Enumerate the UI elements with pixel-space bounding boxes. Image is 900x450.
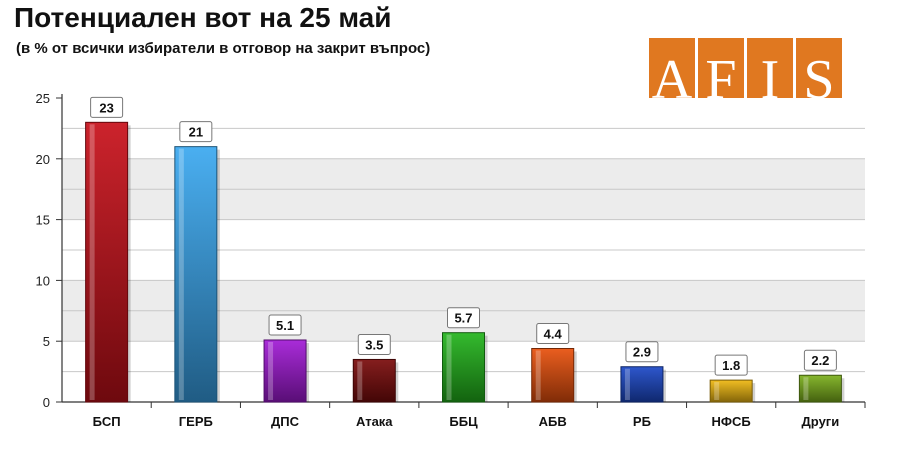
bar-2 xyxy=(174,146,218,403)
chart-title: Потенциален вот на 25 май xyxy=(14,2,392,33)
value-label: 3.5 xyxy=(365,337,383,352)
bar-highlight xyxy=(357,361,363,400)
category-label: ББЦ xyxy=(449,414,478,429)
bar-1 xyxy=(85,121,129,403)
value-label-box xyxy=(268,314,302,336)
value-label-box xyxy=(714,354,748,376)
value-label-box xyxy=(357,333,391,355)
category-label: АБВ xyxy=(539,414,567,429)
value-label: 4.4 xyxy=(544,326,563,341)
y-tick-label: 20 xyxy=(36,152,50,167)
bars xyxy=(85,121,845,403)
bar-6 xyxy=(531,347,575,403)
category-label: РБ xyxy=(633,414,651,429)
bar-highlight xyxy=(535,350,541,400)
bar-7 xyxy=(620,366,664,403)
value-label-box xyxy=(179,121,213,143)
value-label: 23 xyxy=(99,100,113,115)
value-label-box xyxy=(536,322,570,344)
value-label-box xyxy=(447,307,480,329)
y-tick-label: 5 xyxy=(43,334,50,349)
bar-highlight xyxy=(89,124,95,400)
bar-highlight xyxy=(268,341,274,400)
category-labels: БСП ГЕРБ ДПС Атака ББЦ АБВ РБ НФСБ Други xyxy=(93,414,840,429)
value-labels: 23 21 5.1 3.5 5.7 4.4 2.9 1.8 2.2 xyxy=(90,96,837,376)
y-tick-label: 10 xyxy=(36,273,50,288)
y-tick-label: 15 xyxy=(36,213,50,228)
value-label: 1.8 xyxy=(722,358,740,373)
category-label: Други xyxy=(802,414,840,429)
value-label: 21 xyxy=(189,125,203,140)
bar-highlight xyxy=(803,377,809,400)
bar-5 xyxy=(442,332,485,403)
bar-9 xyxy=(798,374,842,403)
category-label: ДПС xyxy=(271,414,300,429)
category-label: ГЕРБ xyxy=(179,414,213,429)
bar-8 xyxy=(709,379,753,403)
bar-4 xyxy=(352,358,396,403)
bar-highlight xyxy=(624,368,630,400)
category-label: Атака xyxy=(356,414,393,429)
value-label-box xyxy=(90,96,124,118)
value-label-box xyxy=(625,341,659,363)
category-label: НФСБ xyxy=(712,414,751,429)
y-tick-label: 25 xyxy=(36,91,50,106)
y-axis-ticks: 0 5 10 15 20 25 xyxy=(36,91,62,410)
value-label-box xyxy=(803,349,837,371)
value-label: 2.9 xyxy=(633,345,651,360)
category-label: БСП xyxy=(93,414,121,429)
bar-highlight xyxy=(178,148,184,400)
bar-3 xyxy=(263,339,307,403)
bar-highlight xyxy=(446,334,452,400)
y-tick-label: 0 xyxy=(43,395,50,410)
bar-highlight xyxy=(714,382,720,400)
value-label: 5.7 xyxy=(454,311,472,326)
chart-subtitle: (в % от всички избиратели в отговор на з… xyxy=(16,40,431,57)
value-label: 5.1 xyxy=(276,318,294,333)
value-label: 2.2 xyxy=(811,353,829,368)
